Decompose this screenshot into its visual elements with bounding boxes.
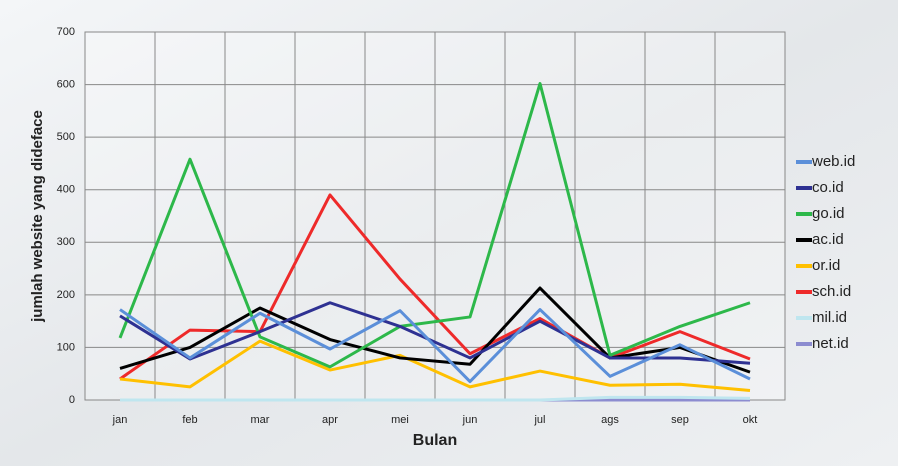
legend-label: mil.id xyxy=(812,309,847,326)
line-series xyxy=(119,301,751,365)
legend-label: web.id xyxy=(811,153,855,170)
legend-label: co.id xyxy=(812,179,844,196)
line-series xyxy=(119,308,751,384)
x-tick-label: feb xyxy=(182,414,197,426)
x-axis-label: Bulan xyxy=(413,432,457,449)
x-tick-label: jul xyxy=(533,414,545,426)
x-tick-label: ags xyxy=(601,414,619,426)
x-tick-label: sep xyxy=(671,414,689,426)
legend-label: go.id xyxy=(812,205,845,222)
legend-label: or.id xyxy=(812,257,840,274)
legend-label: ac.id xyxy=(812,231,844,248)
y-tick-label: 500 xyxy=(57,131,75,143)
y-axis-label: jumlah website yang dideface xyxy=(29,110,46,323)
y-tick-label: 200 xyxy=(57,289,75,301)
line-series xyxy=(120,395,751,402)
line-series xyxy=(119,193,751,381)
x-tick-label: mei xyxy=(391,414,409,426)
line-series xyxy=(118,82,751,369)
legend-label: sch.id xyxy=(812,283,851,300)
y-tick-label: 600 xyxy=(57,78,75,90)
y-tick-label: 400 xyxy=(57,184,75,196)
y-tick-label: 0 xyxy=(69,394,75,406)
x-tick-label: jun xyxy=(462,414,478,426)
x-tick-label: okt xyxy=(743,414,758,426)
line-series xyxy=(119,339,751,393)
x-tick-label: jan xyxy=(112,414,128,426)
x-tick-label: mar xyxy=(251,414,270,426)
line-series xyxy=(119,286,751,374)
y-tick-label: 100 xyxy=(57,341,75,353)
y-tick-label: 300 xyxy=(57,236,75,248)
y-tick-label: 700 xyxy=(57,26,75,38)
x-tick-label: apr xyxy=(322,414,338,426)
legend-label: net.id xyxy=(812,335,849,352)
